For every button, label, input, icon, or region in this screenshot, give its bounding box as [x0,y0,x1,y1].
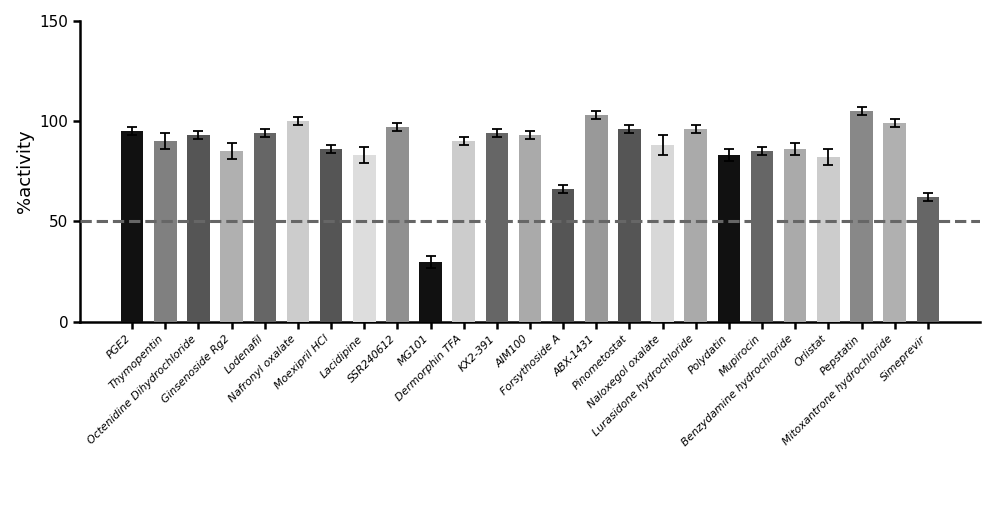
Bar [121,131,143,322]
Bar [187,135,210,322]
Bar [552,189,574,322]
Bar [850,111,873,322]
Bar [486,133,508,322]
Bar [320,149,342,322]
Bar [751,151,773,322]
Bar [651,145,674,322]
Y-axis label: %activity: %activity [16,129,34,213]
Bar [287,121,309,322]
Bar [519,135,541,322]
Bar [718,155,740,322]
Bar [452,141,475,322]
Bar [585,115,608,322]
Bar [817,157,840,322]
Bar [419,262,442,322]
Bar [883,123,906,322]
Bar [784,149,806,322]
Bar [618,129,641,322]
Bar [684,129,707,322]
Bar [386,127,409,322]
Bar [254,133,276,322]
Bar [353,155,376,322]
Bar [917,197,939,322]
Bar [220,151,243,322]
Bar [154,141,177,322]
